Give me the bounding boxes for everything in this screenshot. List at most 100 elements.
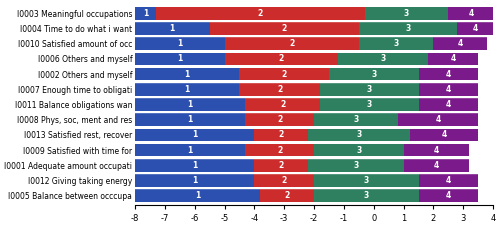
Text: 3: 3: [353, 115, 358, 124]
Bar: [404, 159, 469, 172]
Bar: [448, 7, 493, 20]
Text: 1: 1: [143, 9, 148, 18]
Bar: [314, 190, 418, 202]
Bar: [260, 190, 314, 202]
Bar: [135, 98, 246, 111]
Bar: [210, 22, 359, 35]
Text: 4: 4: [446, 70, 451, 79]
Text: 2: 2: [282, 24, 287, 33]
Bar: [418, 98, 478, 111]
Text: 1: 1: [184, 70, 190, 79]
Text: 1: 1: [188, 115, 193, 124]
Bar: [359, 37, 434, 50]
Bar: [254, 174, 314, 187]
Text: 3: 3: [406, 24, 410, 33]
Text: 1: 1: [177, 54, 182, 63]
Bar: [418, 68, 478, 80]
Text: 3: 3: [364, 176, 369, 185]
Text: 2: 2: [278, 161, 284, 170]
Text: 1: 1: [177, 39, 182, 48]
Bar: [434, 37, 487, 50]
Text: 2: 2: [258, 9, 263, 18]
Bar: [135, 37, 224, 50]
Text: 2: 2: [278, 130, 284, 139]
Bar: [135, 83, 240, 96]
Bar: [135, 129, 254, 141]
Bar: [254, 159, 308, 172]
Text: 4: 4: [442, 130, 446, 139]
Bar: [308, 159, 404, 172]
Bar: [458, 22, 493, 35]
Text: 4: 4: [434, 161, 439, 170]
Bar: [246, 114, 314, 126]
Bar: [404, 144, 469, 156]
Bar: [254, 129, 308, 141]
Text: 2: 2: [284, 191, 290, 200]
Bar: [224, 53, 338, 65]
Text: 1: 1: [192, 161, 198, 170]
Text: 3: 3: [371, 70, 376, 79]
Bar: [398, 114, 478, 126]
Bar: [246, 144, 314, 156]
Bar: [135, 53, 224, 65]
Bar: [135, 144, 246, 156]
Bar: [135, 159, 254, 172]
Text: 3: 3: [356, 146, 362, 155]
Text: 1: 1: [184, 85, 190, 94]
Text: 3: 3: [394, 39, 399, 48]
Text: 3: 3: [366, 100, 372, 109]
Text: 4: 4: [446, 176, 451, 185]
Text: 4: 4: [450, 54, 456, 63]
Text: 2: 2: [282, 176, 287, 185]
Text: 2: 2: [277, 85, 282, 94]
Text: 3: 3: [356, 130, 362, 139]
Text: 4: 4: [468, 9, 473, 18]
Text: 4: 4: [446, 100, 451, 109]
Text: 4: 4: [458, 39, 463, 48]
Text: 3: 3: [366, 85, 372, 94]
Text: 2: 2: [289, 39, 294, 48]
Text: 3: 3: [353, 161, 358, 170]
Bar: [308, 129, 410, 141]
Bar: [320, 98, 418, 111]
Bar: [240, 68, 329, 80]
Text: 2: 2: [277, 146, 282, 155]
Text: 4: 4: [446, 85, 451, 94]
Bar: [240, 83, 320, 96]
Text: 4: 4: [472, 24, 478, 33]
Bar: [135, 68, 240, 80]
Bar: [314, 144, 404, 156]
Bar: [224, 37, 359, 50]
Text: 1: 1: [195, 191, 200, 200]
Text: 1: 1: [192, 130, 198, 139]
Bar: [359, 22, 458, 35]
Bar: [338, 53, 428, 65]
Text: 3: 3: [380, 54, 386, 63]
Text: 1: 1: [188, 100, 193, 109]
Bar: [135, 174, 254, 187]
Bar: [314, 174, 418, 187]
Text: 2: 2: [277, 115, 282, 124]
Bar: [320, 83, 418, 96]
Bar: [329, 68, 418, 80]
Bar: [135, 22, 210, 35]
Text: 4: 4: [446, 191, 451, 200]
Text: 3: 3: [364, 191, 369, 200]
Bar: [135, 7, 156, 20]
Bar: [418, 190, 478, 202]
Text: 3: 3: [404, 9, 409, 18]
Bar: [135, 114, 246, 126]
Bar: [246, 98, 320, 111]
Text: 1: 1: [188, 146, 193, 155]
Bar: [135, 190, 260, 202]
Bar: [410, 129, 478, 141]
Bar: [428, 53, 478, 65]
Text: 4: 4: [434, 146, 439, 155]
Bar: [418, 83, 478, 96]
Bar: [365, 7, 448, 20]
Text: 2: 2: [282, 70, 287, 79]
Text: 1: 1: [192, 176, 198, 185]
Text: 4: 4: [436, 115, 440, 124]
Text: 2: 2: [280, 100, 285, 109]
Bar: [156, 7, 365, 20]
